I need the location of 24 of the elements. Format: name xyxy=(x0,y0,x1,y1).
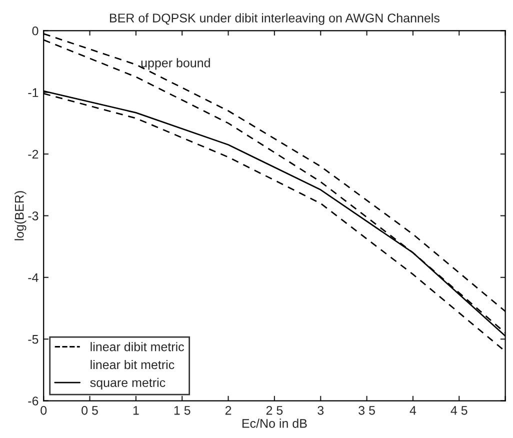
x-tick-label: 0 5 xyxy=(82,406,98,415)
legend-label: linear bit metric xyxy=(90,360,174,370)
x-tick-label: 4 5 xyxy=(450,406,468,415)
x-tick-label: 2 xyxy=(225,406,232,415)
chart-title: BER of DQPSK under dibit interleaving on AWGN Channels xyxy=(110,13,440,25)
x-axis-title: Ec/No in dB xyxy=(242,418,307,428)
x-tick-label: 2 5 xyxy=(266,406,283,415)
y-tick-label: -3 xyxy=(28,212,38,220)
x-tick-label: 1 xyxy=(133,406,139,415)
y-tick-label: -5 xyxy=(28,335,38,344)
y-tick-label: -2 xyxy=(28,150,38,159)
y-tick-label: -4 xyxy=(28,273,38,282)
legend-label: square metric xyxy=(90,378,166,390)
x-tick-label: 4 xyxy=(410,406,416,415)
x-tick-label: 3 xyxy=(318,406,324,415)
annotation: upper bound xyxy=(141,58,210,70)
y-axis-title: log(BER) xyxy=(14,191,26,240)
y-tick-label: -1 xyxy=(28,88,38,97)
y-tick-label: 0 xyxy=(32,26,38,36)
x-tick-label: 0 xyxy=(40,406,47,415)
x-tick-label: 1 5 xyxy=(174,406,190,415)
y-tick-label: -6 xyxy=(28,396,38,406)
x-tick-label: 3 5 xyxy=(358,406,375,415)
legend-label: linear dibit metric xyxy=(90,342,184,352)
